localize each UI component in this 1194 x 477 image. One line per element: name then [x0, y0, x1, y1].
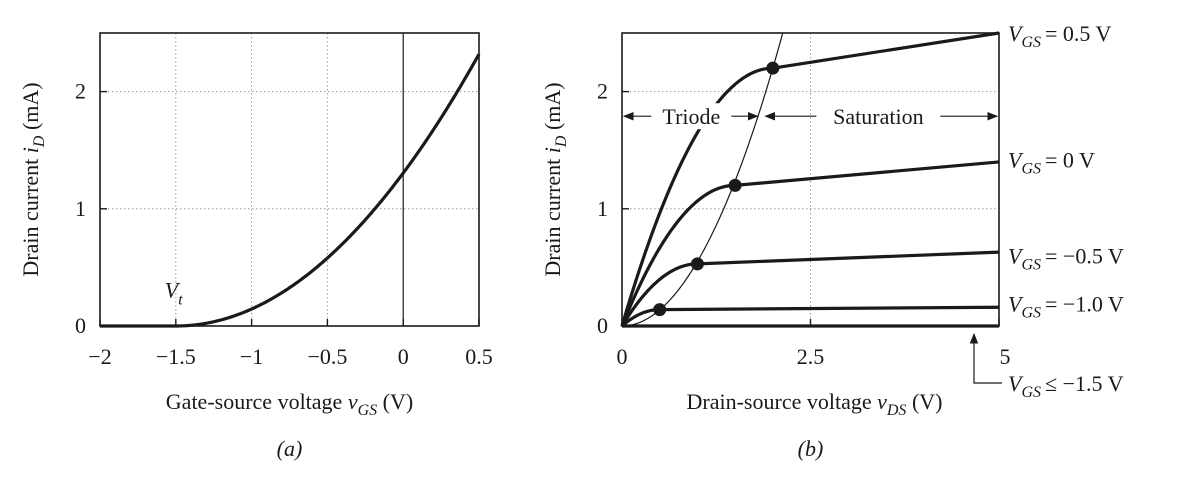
chart-a-plot-frame [99, 32, 480, 327]
chart-b-saturation-boundary-curve [621, 32, 784, 327]
saturation-point-dot [653, 303, 667, 317]
chart-b-saturation-points [653, 61, 780, 317]
saturation-label-background [818, 103, 939, 130]
chart-a-x-tick-label: 0 [398, 344, 409, 369]
chart-a-x-tick-label: −0.5 [307, 344, 347, 369]
chart-a-x-tick-label: −1.5 [156, 344, 196, 369]
chart-b-grid [622, 33, 999, 326]
chart-b-x-tick-label: 2.5 [797, 344, 825, 369]
curve-label-vgs-0: VGS = 0 V [1008, 148, 1095, 178]
triode-label-background [654, 103, 729, 130]
chart-a-y-tick-labels: 0 1 2 [75, 79, 86, 338]
curve-label-vgs-minus-0.5: VGS = −0.5 V [1008, 244, 1124, 274]
chart-a-grid [100, 33, 479, 326]
output-curve-vgs-0.5 [620, 31, 1000, 327]
chart-b-y-tick-labels: 0 1 2 [597, 79, 608, 338]
chart-a-x-tick-labels: −2 −1.5 −1 −0.5 0 0.5 [88, 344, 492, 369]
curve-label-vgs-le-minus-1.5-pointer [969, 332, 1002, 384]
chart-a-y-axis-label: Drain current iD (mA) [18, 82, 48, 276]
chart-b: 0 2.5 5 012 Triode Saturation VGS = 0.5 V VG… [540, 21, 1124, 461]
chart-b-x-tick-labels: 0 2.5 5 [617, 344, 1011, 369]
chart-b-y-tick-label: 2 [597, 79, 608, 104]
chart-b-x-tick-label: 0 [617, 344, 628, 369]
saturation-point-dot [728, 178, 742, 192]
chart-b-panel-label: (b) [798, 436, 824, 461]
chart-a-x-axis-label: Gate-source voltage vGS (V) [166, 389, 413, 419]
chart-a-y-tick-label: 1 [75, 196, 86, 221]
curve-label-vgs-minus-1.0: VGS = −1.0 V [1008, 292, 1124, 322]
saturation-region-label: Saturation [833, 104, 923, 129]
chart-a-panel-label: (a) [277, 436, 303, 461]
chart-b-y-tick-label: 1 [597, 196, 608, 221]
chart-a-y-tick-label: 2 [75, 79, 86, 104]
chart-a-y-tick-label: 0 [75, 313, 86, 338]
chart-a-x-tick-label: −2 [88, 344, 111, 369]
chart-b-y-tick-label: 0 [597, 313, 608, 338]
chart-b-output-curves [620, 31, 1000, 328]
triode-region-label: Triode [662, 104, 720, 129]
chart-b-curve-labels: VGS = 0.5 V VGS = 0 V VGS = −0.5 V VGS = −1.… [969, 21, 1124, 401]
curve-label-vgs-0.5: VGS = 0.5 V [1008, 21, 1112, 51]
chart-a-x-tick-label: −1 [240, 344, 263, 369]
saturation-point-dot [766, 61, 780, 75]
chart-a-transfer-curve [100, 53, 481, 328]
chart-a-threshold-annotation: Vt [165, 278, 183, 309]
chart-b-y-axis-label: Drain current iD (mA) [540, 82, 570, 276]
chart-b-x-axis-label: Drain-source voltage vDS (V) [687, 389, 943, 419]
chart-a-x-tick-label: 0.5 [465, 344, 493, 369]
curve-label-vgs-le-minus-1.5: VGS ≤ −1.5 V [1008, 371, 1124, 401]
output-curve-vgs-0 [620, 160, 1000, 327]
output-curve-vgs--0.5 [620, 250, 1000, 327]
chart-a: −2 −1.5 −1 −0.5 0 0.5 0 1 2 Vt Gate-source volt… [18, 32, 493, 461]
saturation-point-dot [690, 257, 704, 271]
chart-b-x-tick-label: 5 [1000, 344, 1011, 369]
chart-b-region-arrows: Triode Saturation [622, 103, 999, 130]
